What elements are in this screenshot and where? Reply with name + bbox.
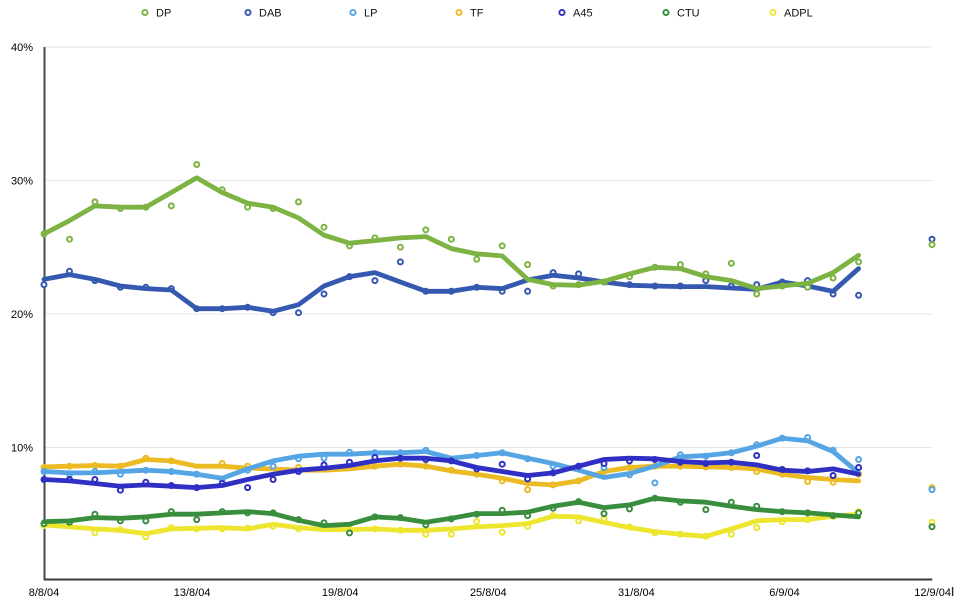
svg-text:8/8/04: 8/8/04 — [29, 587, 60, 599]
svg-text:40%: 40% — [11, 42, 33, 54]
svg-text:13/8/04: 13/8/04 — [174, 587, 211, 599]
svg-text:10%: 10% — [11, 443, 33, 455]
svg-text:ADPL: ADPL — [784, 8, 813, 20]
svg-text:CTU: CTU — [677, 8, 700, 20]
svg-text:30%: 30% — [11, 176, 33, 188]
svg-text:DP: DP — [156, 8, 171, 20]
svg-text:DAB: DAB — [259, 8, 282, 20]
svg-text:31/8/04: 31/8/04 — [618, 587, 655, 599]
svg-text:A45: A45 — [573, 8, 593, 20]
svg-text:19/8/04: 19/8/04 — [322, 587, 359, 599]
svg-text:TF: TF — [470, 8, 484, 20]
svg-text:LP: LP — [364, 8, 377, 20]
svg-text:20%: 20% — [11, 309, 33, 321]
svg-text:6/9/04: 6/9/04 — [769, 587, 800, 599]
svg-text:12/9/04: 12/9/04 — [914, 587, 951, 599]
svg-text:25/8/04: 25/8/04 — [470, 587, 507, 599]
